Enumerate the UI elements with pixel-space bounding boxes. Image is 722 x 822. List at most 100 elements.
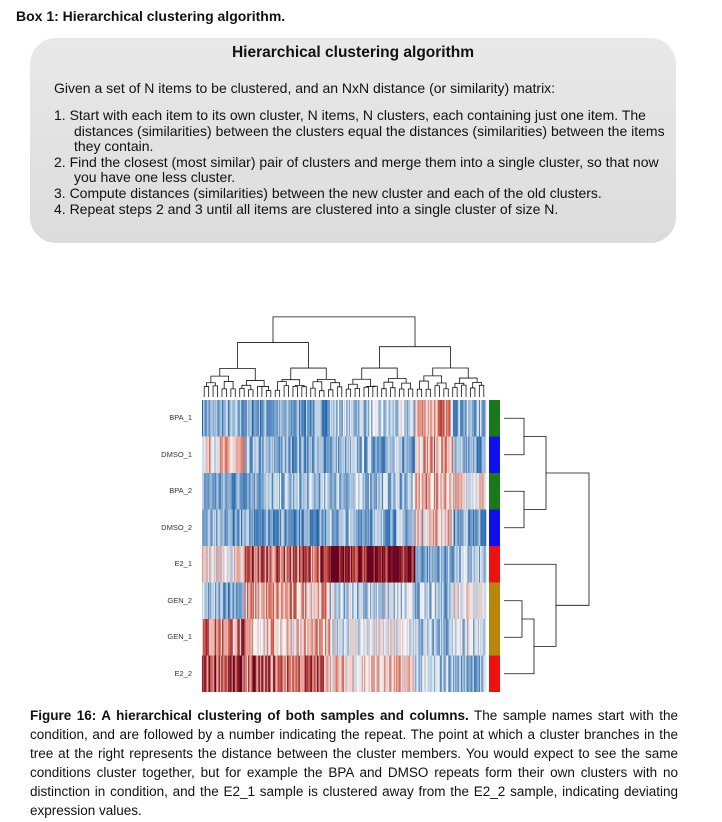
heatmap-cell [365, 619, 367, 656]
heatmap-cell [416, 473, 418, 510]
heatmap-cell [254, 436, 256, 473]
heatmap-cell [304, 473, 307, 510]
heatmap-cell [296, 509, 299, 546]
heatmap-cell [423, 509, 425, 546]
heatmap-cell [445, 509, 448, 546]
heatmap-cell [259, 546, 262, 583]
heatmap-cell [237, 546, 239, 583]
heatmap-cell [280, 509, 282, 546]
heatmap-cell [293, 400, 295, 437]
heatmap-cell [340, 546, 342, 583]
heatmap-cell [335, 582, 338, 619]
heatmap-cell [383, 619, 385, 656]
heatmap-cell [316, 509, 319, 546]
heatmap-cell [316, 473, 319, 510]
heatmap-cell [229, 619, 231, 656]
heatmap-cell [269, 473, 271, 510]
heatmap-cell [432, 546, 435, 583]
heatmap-cell [424, 655, 426, 692]
heatmap-cell [252, 546, 255, 583]
heatmap-cell [461, 655, 463, 692]
row-dendro-branch [504, 563, 557, 647]
heatmap-cell [231, 400, 234, 437]
heatmap-cell [469, 655, 471, 692]
heatmap-cell [349, 582, 352, 619]
column-dendro-branch [443, 388, 449, 397]
heatmap-cell [444, 582, 447, 619]
heatmap-cell [385, 655, 387, 692]
heatmap-cell [406, 546, 409, 583]
heatmap-cell [374, 582, 377, 619]
heatmap-cell [359, 619, 361, 656]
heatmap-cell [313, 582, 315, 619]
heatmap-cell [467, 619, 469, 656]
heatmap-cell [225, 619, 228, 656]
heatmap-cell [317, 400, 320, 437]
heatmap-cell [251, 473, 254, 510]
heatmap-cell [264, 473, 267, 510]
heatmap-cell [406, 509, 409, 546]
heatmap-cell [262, 619, 264, 656]
heatmap-cell [385, 400, 387, 437]
heatmap-cell [297, 582, 300, 619]
heatmap-cell [267, 582, 269, 619]
heatmap-cell [284, 655, 287, 692]
heatmap-cell [306, 473, 308, 510]
heatmap-cell [364, 582, 366, 619]
heatmap-cell [439, 473, 442, 510]
heatmap-cell [263, 473, 265, 510]
heatmap-cell [204, 619, 206, 656]
heatmap-cell [396, 400, 398, 437]
heatmap-cell [223, 582, 225, 619]
heatmap-cell [326, 436, 328, 473]
heatmap-cell [271, 582, 274, 619]
heatmap-cell [332, 509, 334, 546]
heatmap-cell [271, 473, 274, 510]
heatmap-cell [412, 655, 415, 692]
heatmap-cell [374, 400, 377, 437]
heatmap-cell [442, 400, 444, 437]
heatmap-cell [286, 400, 288, 437]
heatmap-cell [223, 473, 225, 510]
heatmap-cell [353, 436, 355, 473]
heatmap-cell [438, 436, 441, 473]
heatmap-cell [469, 436, 471, 473]
heatmap-cell [307, 509, 309, 546]
heatmap-cell [344, 436, 346, 473]
heatmap-cell [315, 582, 318, 619]
heatmap-cell [367, 509, 370, 546]
heatmap-cell [338, 436, 340, 473]
heatmap-cell [390, 619, 392, 656]
heatmap-cell [464, 619, 467, 656]
heatmap-cell [205, 582, 207, 619]
heatmap-cell [428, 473, 430, 510]
heatmap-cell [465, 655, 468, 692]
heatmap-cell [270, 509, 273, 546]
heatmap-cell [281, 509, 283, 546]
heatmap-cell [383, 509, 385, 546]
heatmap-cell [387, 582, 390, 619]
heatmap-cell [400, 509, 403, 546]
heatmap-cell [287, 582, 289, 619]
heatmap-cell [334, 655, 336, 692]
heatmap-cell [449, 619, 451, 656]
heatmap-cell [317, 436, 320, 473]
heatmap-cell [225, 655, 228, 692]
heatmap-cell [457, 655, 460, 692]
heatmap-cell [365, 436, 367, 473]
heatmap-cell [225, 400, 228, 437]
heatmap-cell [226, 655, 229, 692]
heatmap-cell [230, 582, 232, 619]
heatmap-cell [210, 619, 212, 656]
heatmap-cell [482, 509, 484, 546]
heatmap-cell [474, 655, 476, 692]
heatmap-cell [271, 546, 274, 583]
heatmap-cell [281, 619, 283, 656]
heatmap-cell [304, 436, 307, 473]
heatmap-cell [362, 400, 365, 437]
heatmap-cell [410, 400, 412, 437]
column-dendro-branch [281, 379, 301, 386]
heatmap-cell [338, 619, 340, 656]
heatmap-cell [351, 655, 353, 692]
heatmap-cell [347, 436, 349, 473]
